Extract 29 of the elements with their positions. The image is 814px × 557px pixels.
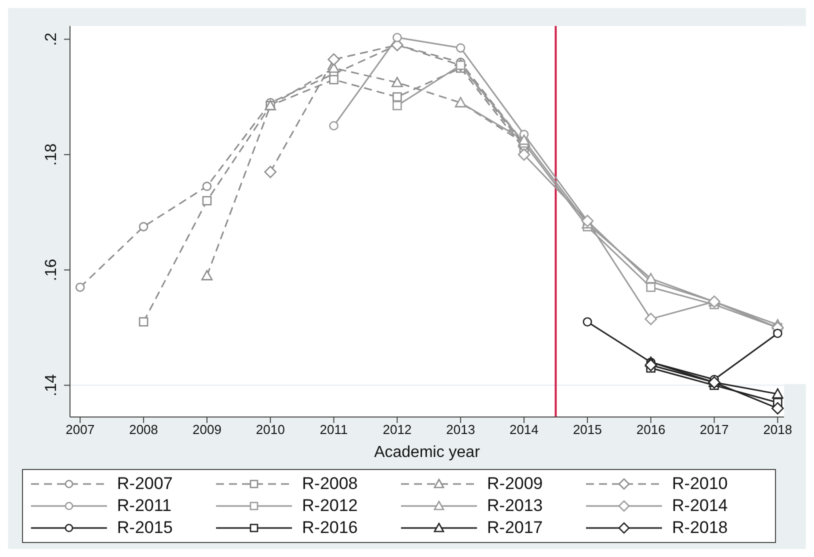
legend-label: R-2012 bbox=[302, 496, 358, 516]
x-tick-label: 2016 bbox=[636, 422, 666, 438]
y-tick-label: .14 bbox=[43, 374, 60, 396]
legend-label: R-2015 bbox=[117, 518, 173, 538]
x-tick-label: 2015 bbox=[572, 422, 602, 438]
x-tick-label: 2013 bbox=[446, 422, 476, 438]
x-tick-label: 2017 bbox=[700, 422, 729, 438]
legend-label: R-2018 bbox=[672, 518, 728, 538]
x-tick-label: 2010 bbox=[256, 422, 285, 438]
legend-label: R-2007 bbox=[117, 474, 173, 494]
x-tick-label: 2007 bbox=[66, 422, 95, 438]
legend-label: R-2017 bbox=[487, 518, 543, 538]
y-tick-label: .16 bbox=[43, 258, 60, 282]
x-axis-title: Academic year bbox=[374, 444, 481, 461]
legend-label: R-2010 bbox=[672, 474, 728, 494]
x-tick-label: 2012 bbox=[382, 422, 412, 438]
legend-label: R-2008 bbox=[302, 474, 358, 494]
x-tick-label: 2014 bbox=[510, 422, 538, 438]
x-tick-label: 2009 bbox=[192, 422, 222, 438]
y-tick-label: .2 bbox=[43, 32, 60, 46]
y-tick-label: .18 bbox=[43, 143, 60, 166]
x-tick-label: 2008 bbox=[129, 422, 158, 438]
legend-label: R-2009 bbox=[487, 474, 543, 494]
legend-label: R-2014 bbox=[672, 496, 728, 516]
x-tick-label: 2011 bbox=[320, 422, 348, 438]
legend-label: R-2016 bbox=[302, 518, 358, 538]
legend-label: R-2013 bbox=[487, 496, 543, 516]
x-tick-label: 2018 bbox=[763, 422, 792, 438]
legend-label: R-2011 bbox=[117, 496, 172, 516]
